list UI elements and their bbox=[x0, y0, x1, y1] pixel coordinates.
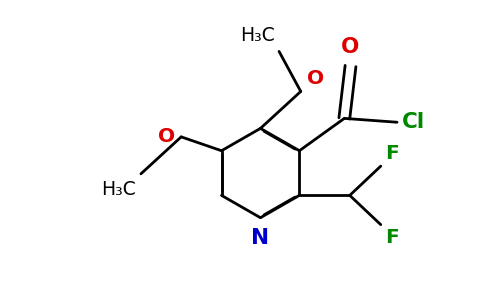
Text: H₃C: H₃C bbox=[102, 180, 136, 199]
Text: H₃C: H₃C bbox=[240, 26, 274, 45]
Text: Cl: Cl bbox=[402, 112, 425, 132]
Text: N: N bbox=[251, 229, 270, 248]
Text: F: F bbox=[385, 228, 398, 247]
Text: O: O bbox=[307, 69, 324, 88]
Text: O: O bbox=[341, 37, 360, 57]
Text: F: F bbox=[385, 144, 398, 163]
Text: O: O bbox=[158, 128, 175, 146]
